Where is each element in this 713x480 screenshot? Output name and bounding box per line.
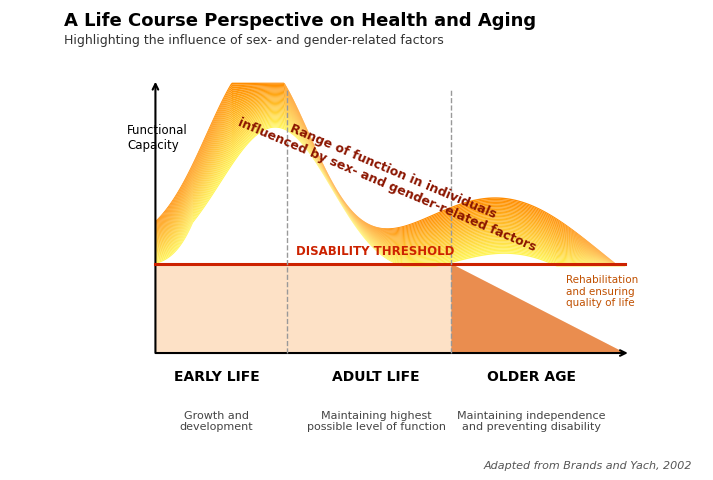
Polygon shape — [155, 104, 625, 265]
Polygon shape — [155, 106, 625, 265]
Polygon shape — [155, 113, 625, 266]
Polygon shape — [155, 264, 625, 353]
Text: Range of function in individuals
influenced by sex- and gender-related factors: Range of function in individuals influen… — [237, 102, 544, 253]
Text: Maintaining highest
possible level of function: Maintaining highest possible level of fu… — [307, 410, 446, 432]
Polygon shape — [155, 110, 625, 266]
Text: A Life Course Perspective on Health and Aging: A Life Course Perspective on Health and … — [64, 12, 536, 30]
Text: OLDER AGE: OLDER AGE — [487, 370, 575, 384]
Polygon shape — [155, 100, 625, 265]
Polygon shape — [155, 120, 625, 266]
Polygon shape — [155, 124, 625, 267]
Polygon shape — [155, 99, 625, 265]
Polygon shape — [155, 101, 625, 265]
Polygon shape — [155, 125, 625, 267]
Polygon shape — [155, 90, 625, 264]
Polygon shape — [155, 84, 625, 264]
Polygon shape — [155, 103, 625, 265]
Polygon shape — [155, 121, 625, 266]
Polygon shape — [155, 93, 625, 265]
Polygon shape — [155, 126, 625, 267]
Polygon shape — [155, 84, 625, 264]
Text: EARLY LIFE: EARLY LIFE — [174, 370, 260, 384]
Polygon shape — [155, 86, 625, 264]
Polygon shape — [155, 97, 625, 265]
Polygon shape — [155, 96, 625, 265]
Polygon shape — [155, 105, 625, 265]
Polygon shape — [155, 111, 625, 266]
Polygon shape — [155, 91, 625, 265]
Polygon shape — [155, 94, 625, 265]
Text: Maintaining independence
and preventing disability: Maintaining independence and preventing … — [457, 410, 605, 432]
Polygon shape — [155, 115, 625, 266]
Text: DISABILITY THRESHOLD: DISABILITY THRESHOLD — [297, 245, 455, 258]
Polygon shape — [451, 264, 625, 353]
Polygon shape — [155, 114, 625, 266]
Polygon shape — [155, 98, 625, 265]
Polygon shape — [155, 95, 625, 265]
Polygon shape — [155, 127, 625, 267]
Text: Highlighting the influence of sex- and gender-related factors: Highlighting the influence of sex- and g… — [64, 34, 444, 47]
Text: Functional
Capacity: Functional Capacity — [127, 123, 188, 151]
Text: ADULT LIFE: ADULT LIFE — [332, 370, 420, 384]
Polygon shape — [155, 123, 625, 267]
Polygon shape — [155, 116, 625, 266]
Polygon shape — [155, 118, 625, 266]
Polygon shape — [155, 120, 625, 266]
Text: Growth and
development: Growth and development — [180, 410, 253, 432]
Polygon shape — [155, 107, 625, 266]
Polygon shape — [155, 108, 625, 266]
Text: Adapted from Brands and Yach, 2002: Adapted from Brands and Yach, 2002 — [483, 460, 692, 470]
Polygon shape — [155, 87, 625, 264]
Polygon shape — [155, 109, 625, 266]
Polygon shape — [155, 88, 625, 264]
Polygon shape — [155, 117, 625, 266]
Polygon shape — [155, 89, 625, 264]
Text: Rehabilitation
and ensuring
quality of life: Rehabilitation and ensuring quality of l… — [566, 275, 639, 308]
